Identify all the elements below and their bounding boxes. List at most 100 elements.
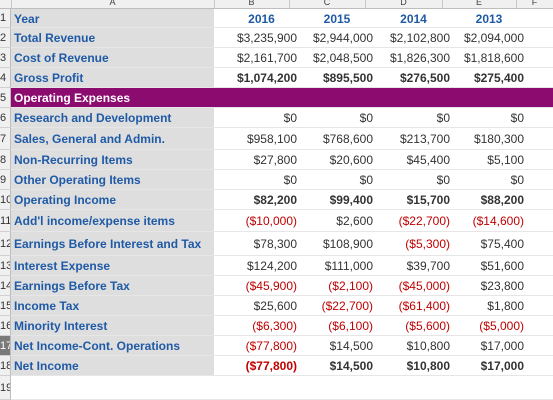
value-cell[interactable]: $0 — [510, 173, 524, 187]
row-label-cell[interactable]: Cost of Revenue — [11, 48, 214, 68]
row-label-cell[interactable]: Non-Recurring Items — [11, 150, 214, 170]
value-cell[interactable]: ($5,000) — [479, 319, 524, 333]
value-cell[interactable]: $0 — [283, 111, 297, 125]
column-header-a[interactable]: A — [11, 0, 215, 8]
value-cell[interactable]: $75,400 — [480, 237, 524, 251]
value-cell[interactable]: ($6,300) — [252, 319, 297, 333]
value-cell[interactable]: $1,818,600 — [463, 51, 524, 65]
value-cell[interactable]: $10,800 — [406, 359, 450, 373]
row-header-3[interactable]: 3 — [0, 48, 11, 68]
value-cell[interactable]: $0 — [283, 173, 297, 187]
select-all-corner[interactable] — [0, 0, 12, 8]
value-cell[interactable]: $14,500 — [329, 359, 373, 373]
column-header-c[interactable]: C — [289, 0, 366, 8]
value-cell[interactable]: $2,094,000 — [463, 31, 524, 45]
value-cell[interactable]: 2014 — [400, 11, 427, 26]
column-header-e[interactable]: E — [442, 0, 517, 8]
row-label-cell[interactable]: Net Income — [11, 356, 214, 376]
value-cell[interactable]: 2013 — [475, 11, 503, 26]
column-header-d[interactable]: D — [365, 0, 443, 8]
value-cell[interactable]: ($45,000) — [398, 279, 450, 293]
value-cell[interactable]: $45,400 — [406, 153, 450, 167]
row-label-cell[interactable]: Sales, General and Admin. — [11, 128, 214, 150]
row-label-cell[interactable]: Minority Interest — [11, 316, 214, 336]
row-header-12[interactable]: 12 — [0, 232, 11, 256]
row-header-16[interactable]: 16 — [0, 316, 11, 336]
value-cell[interactable]: $3,235,900 — [236, 31, 297, 45]
value-cell[interactable]: ($77,800) — [245, 359, 297, 373]
value-cell[interactable]: $0 — [510, 111, 524, 125]
value-cell[interactable]: ($14,600) — [472, 214, 524, 228]
value-cell[interactable]: $124,200 — [246, 259, 297, 273]
value-cell[interactable]: ($45,900) — [245, 279, 297, 293]
value-cell[interactable]: $768,600 — [322, 132, 373, 146]
value-cell[interactable]: ($22,700) — [398, 214, 450, 228]
value-cell[interactable]: $111,000 — [324, 259, 373, 273]
value-cell[interactable]: $78,300 — [253, 237, 297, 251]
value-cell[interactable]: $213,700 — [399, 132, 450, 146]
row-label-cell[interactable]: Add'l income/expense items — [11, 210, 214, 232]
value-cell[interactable]: $99,400 — [329, 193, 373, 207]
value-cell[interactable]: 2015 — [323, 11, 351, 26]
row-header-9[interactable]: 9 — [0, 170, 11, 190]
value-cell[interactable]: $25,600 — [253, 299, 297, 313]
value-cell[interactable]: $23,800 — [480, 279, 524, 293]
value-cell[interactable]: $0 — [359, 111, 373, 125]
value-cell[interactable]: $27,800 — [253, 153, 297, 167]
value-cell[interactable]: $5,100 — [487, 153, 524, 167]
value-cell[interactable]: ($10,000) — [245, 214, 297, 228]
value-cell[interactable]: $39,700 — [406, 259, 450, 273]
value-cell[interactable]: $82,200 — [253, 193, 297, 207]
row-label-cell[interactable]: Operating Income — [11, 190, 214, 210]
value-cell[interactable]: $0 — [436, 111, 450, 125]
value-cell[interactable]: ($6,100) — [328, 319, 373, 333]
value-cell[interactable]: ($5,300) — [405, 237, 450, 251]
row-label-cell[interactable]: Earnings Before Interest and Tax — [11, 232, 214, 256]
row-header-15[interactable]: 15 — [0, 296, 11, 316]
value-cell[interactable]: $2,600 — [336, 214, 373, 228]
value-cell[interactable]: $17,000 — [480, 339, 524, 353]
row-label-cell[interactable]: Income Tax — [11, 296, 214, 316]
value-cell[interactable]: $1,800 — [487, 299, 524, 313]
value-cell[interactable]: $2,161,700 — [236, 51, 297, 65]
value-cell[interactable]: $10,800 — [406, 339, 450, 353]
value-cell[interactable]: $20,600 — [329, 153, 373, 167]
row-header-2[interactable]: 2 — [0, 28, 11, 48]
column-header-f[interactable]: F — [531, 0, 538, 7]
row-label-cell[interactable]: Net Income-Cont. Operations — [11, 336, 214, 356]
row-header-11[interactable]: 11 — [0, 210, 11, 232]
value-cell[interactable]: $0 — [359, 173, 373, 187]
value-cell[interactable]: $2,048,500 — [312, 51, 373, 65]
row-label-cell[interactable]: Interest Expense — [11, 256, 214, 276]
row-header-13[interactable]: 13 — [0, 256, 11, 276]
row-header-14[interactable]: 14 — [0, 276, 11, 296]
value-cell[interactable]: $17,000 — [480, 359, 524, 373]
column-header-b[interactable]: B — [214, 0, 290, 8]
row-label-cell[interactable]: Gross Profit — [11, 68, 214, 88]
value-cell[interactable]: $0 — [436, 173, 450, 187]
value-cell[interactable]: $2,944,000 — [312, 31, 373, 45]
row-label-cell[interactable]: Earnings Before Tax — [11, 276, 214, 296]
row-label-cell[interactable]: Research and Development — [11, 108, 214, 128]
value-cell[interactable]: $88,200 — [480, 193, 524, 207]
value-cell[interactable]: $895,500 — [322, 71, 373, 85]
row-header-18[interactable]: 18 — [0, 356, 11, 376]
value-cell[interactable]: $15,700 — [406, 193, 450, 207]
row-header-17[interactable]: 17 — [0, 336, 11, 356]
value-cell[interactable]: $2,102,800 — [389, 31, 450, 45]
value-cell[interactable]: $958,100 — [246, 132, 297, 146]
row-header-19[interactable]: 19 — [0, 376, 11, 400]
row-header-6[interactable]: 6 — [0, 108, 11, 128]
value-cell[interactable]: $276,500 — [399, 71, 450, 85]
row-header-1[interactable]: 1 — [0, 9, 11, 28]
value-cell[interactable]: ($5,600) — [405, 319, 450, 333]
value-cell[interactable]: $108,900 — [322, 237, 373, 251]
value-cell[interactable] — [375, 88, 452, 108]
value-cell[interactable]: $180,300 — [473, 132, 524, 146]
row-label-cell[interactable]: Operating Expenses — [11, 88, 214, 108]
row-header-7[interactable]: 7 — [0, 128, 11, 150]
row-header-5[interactable]: 5 — [0, 88, 11, 108]
value-cell[interactable]: $275,400 — [473, 71, 524, 85]
row-header-10[interactable]: 10 — [0, 190, 11, 210]
row-header-4[interactable]: 4 — [0, 68, 11, 88]
